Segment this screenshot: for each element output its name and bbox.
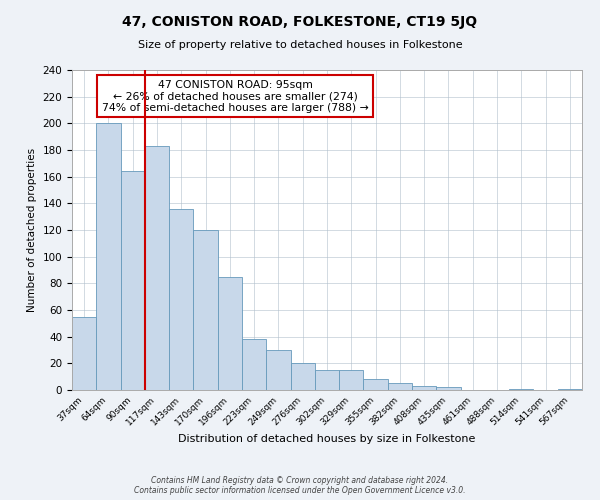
Bar [290,364,315,390]
Bar [169,208,193,390]
Bar [558,388,582,390]
Bar [242,340,266,390]
Bar [266,350,290,390]
Bar [509,388,533,390]
Bar [339,370,364,390]
Bar [218,276,242,390]
Bar [364,380,388,390]
Bar [72,316,96,390]
Text: Contains HM Land Registry data © Crown copyright and database right 2024.
Contai: Contains HM Land Registry data © Crown c… [134,476,466,495]
Bar [315,370,339,390]
Bar [388,384,412,390]
Bar [193,230,218,390]
Y-axis label: Number of detached properties: Number of detached properties [27,148,37,312]
Bar [121,172,145,390]
Text: Size of property relative to detached houses in Folkestone: Size of property relative to detached ho… [137,40,463,50]
Bar [412,386,436,390]
Text: 47, CONISTON ROAD, FOLKESTONE, CT19 5JQ: 47, CONISTON ROAD, FOLKESTONE, CT19 5JQ [122,15,478,29]
Bar [436,388,461,390]
Bar [96,124,121,390]
X-axis label: Distribution of detached houses by size in Folkestone: Distribution of detached houses by size … [178,434,476,444]
Bar [145,146,169,390]
Text: 47 CONISTON ROAD: 95sqm
← 26% of detached houses are smaller (274)
74% of semi-d: 47 CONISTON ROAD: 95sqm ← 26% of detache… [102,80,368,113]
